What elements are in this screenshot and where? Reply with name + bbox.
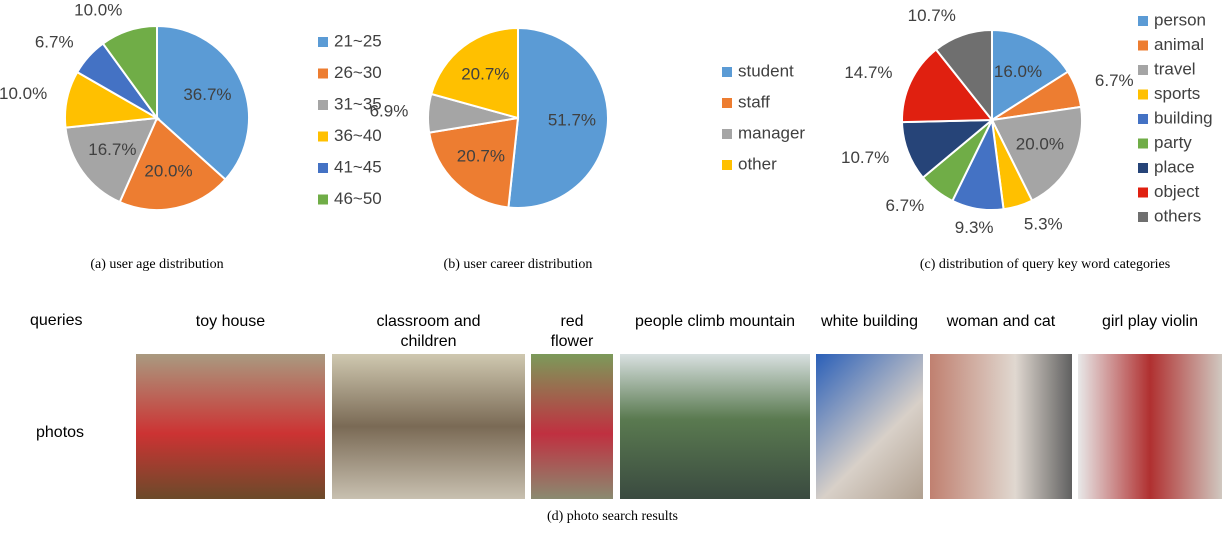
legend-swatch: [1138, 212, 1148, 222]
legend-swatch: [722, 160, 732, 170]
data-label: 16.0%: [994, 62, 1042, 81]
legend-swatch: [318, 132, 328, 142]
caption: (c) distribution of query key word categ…: [920, 257, 1170, 272]
data-label: 36.7%: [183, 85, 231, 104]
page: {"chart_data": [ {"type": "pie", "captio…: [0, 0, 1225, 535]
photo: [930, 354, 1072, 499]
legend-label: student: [738, 61, 794, 80]
legend-swatch: [1138, 188, 1148, 198]
data-label: 5.3%: [1024, 215, 1063, 234]
data-label: 6.7%: [885, 196, 924, 215]
legend-label: manager: [738, 123, 805, 142]
charts: 36.7%20.0%16.7%10.0%6.7%10.0%21~2526~303…: [0, 0, 1225, 300]
legend-swatch: [1138, 65, 1148, 75]
query-text: toy house: [131, 312, 331, 332]
legend-label: person: [1154, 10, 1206, 29]
legend-label: building: [1154, 108, 1213, 127]
legend-swatch: [722, 67, 732, 77]
legend-label: 46~50: [334, 189, 382, 208]
photo: [816, 354, 923, 499]
legend-label: others: [1154, 206, 1201, 225]
photo: [136, 354, 325, 499]
data-label: 10.7%: [908, 6, 956, 25]
caption: (b) user career distribution: [444, 257, 593, 272]
photo: [531, 354, 613, 499]
legend-swatch: [1138, 163, 1148, 173]
query-text: woman and cat: [931, 312, 1071, 332]
data-label: 14.7%: [844, 63, 892, 82]
legend-swatch: [1138, 139, 1148, 149]
legend-label: 36~40: [334, 126, 382, 145]
data-label: 6.7%: [35, 32, 74, 51]
data-label: 20.0%: [1016, 135, 1064, 154]
query-text: people climb mountain: [620, 312, 810, 332]
row-label: photos: [36, 424, 84, 442]
data-label: 10.0%: [74, 1, 122, 20]
caption: (d) photo search results: [0, 509, 1225, 525]
legend-swatch: [1138, 90, 1148, 100]
legend-swatch: [318, 69, 328, 79]
legend-label: object: [1154, 182, 1200, 201]
legend-swatch: [722, 98, 732, 108]
legend-swatch: [318, 100, 328, 110]
data-label: 51.7%: [548, 110, 596, 129]
legend-label: animal: [1154, 35, 1204, 54]
legend-label: sports: [1154, 84, 1200, 103]
query-text: girl play violin: [1075, 312, 1225, 332]
data-label: 20.0%: [144, 161, 192, 180]
data-label: 20.7%: [461, 65, 509, 84]
legend-label: party: [1154, 133, 1192, 152]
photo: [332, 354, 525, 499]
photo: [620, 354, 810, 499]
legend-label: 21~25: [334, 31, 382, 50]
data-label: 10.7%: [841, 148, 889, 167]
data-label: 16.7%: [88, 140, 136, 159]
legend-label: travel: [1154, 59, 1196, 78]
data-label: 9.3%: [955, 218, 994, 237]
legend-swatch: [318, 37, 328, 47]
legend-swatch: [722, 129, 732, 139]
data-label: 6.9%: [370, 102, 409, 121]
row-label: queries: [30, 312, 82, 330]
query-text: classroom and children: [354, 312, 504, 352]
legend-label: 41~45: [334, 157, 382, 176]
data-label: 10.0%: [0, 84, 47, 103]
query-text: white building: [820, 312, 920, 332]
legend-label: place: [1154, 157, 1195, 176]
legend-swatch: [1138, 16, 1148, 26]
legend-label: 26~30: [334, 63, 382, 82]
legend-label: other: [738, 154, 777, 173]
photo: [1078, 354, 1222, 499]
data-label: 20.7%: [457, 147, 505, 166]
legend-label: staff: [738, 92, 770, 111]
caption: (a) user age distribution: [90, 257, 223, 272]
legend-swatch: [318, 195, 328, 205]
legend-swatch: [1138, 114, 1148, 124]
query-text: red flower: [542, 312, 602, 352]
legend-swatch: [318, 163, 328, 173]
legend-swatch: [1138, 41, 1148, 51]
data-label: 6.7%: [1095, 71, 1134, 90]
